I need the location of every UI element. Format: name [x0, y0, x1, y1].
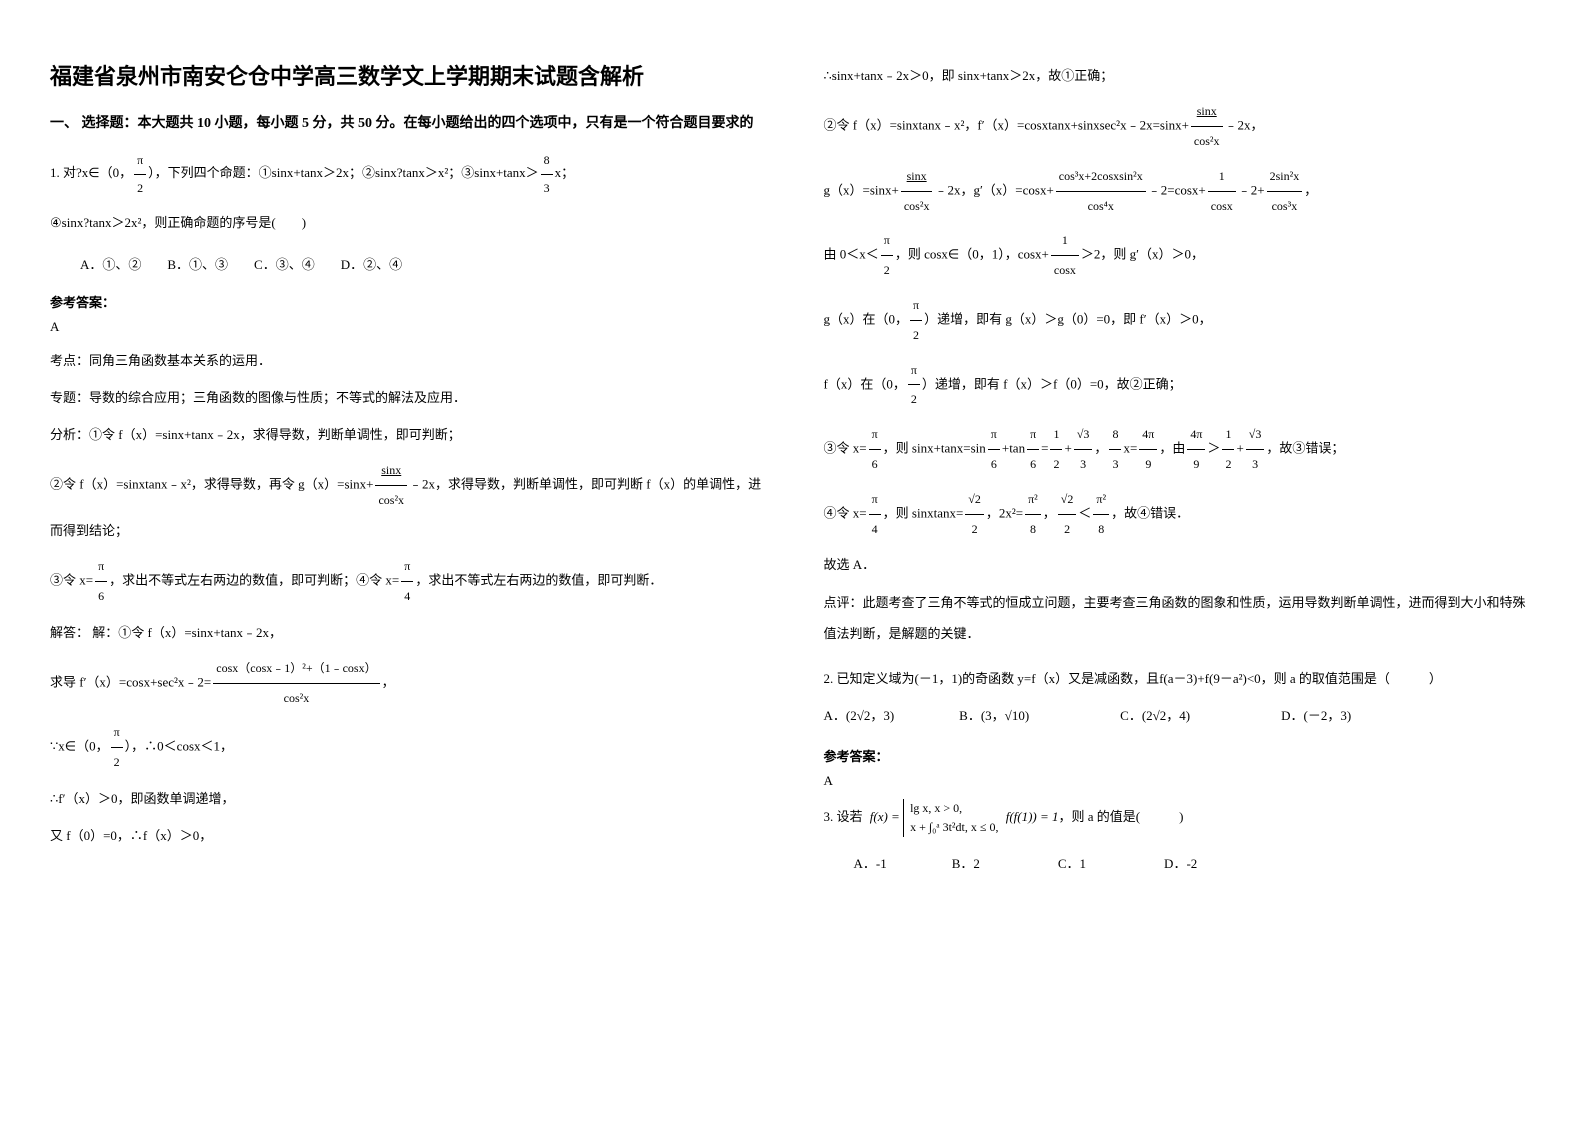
q1-answer: A — [50, 319, 764, 335]
document-title: 福建省泉州市南安仑仓中学高三数学文上学期期末试题含解析 — [50, 60, 764, 93]
c2-line6: f（x）在（0，π2）递增，即有 f（x）＞f（0）=0，故②正确； — [824, 356, 1538, 415]
q1-topic: 专题：导数的综合应用；三角函数的图像与性质；不等式的解法及应用． — [50, 382, 764, 413]
frac-pi-2: π2 — [134, 147, 146, 201]
c2-line2: ②令 f（x）=sinxtanx﹣x²，f′（x）=cosxtanx+sinxs… — [824, 97, 1538, 156]
q2-stem: 2. 已知定义域为(－1，1)的奇函数 y=f（x）又是减函数，且f(a－3)+… — [824, 665, 1538, 694]
q1-step3: ③令 x=π6，求出不等式左右两边的数值，即可判断；④令 x=π4，求出不等式左… — [50, 552, 764, 611]
q1-deriv: 求导 f′（x）=cosx+sec²x﹣2=cosx（cosx﹣1）²+（1﹣c… — [50, 654, 764, 713]
q2-options: A．(2√2，3) B．(3，√10) C．(2√2，4) D．(－2，3) — [824, 702, 1538, 731]
q1-mono: ∴f′（x）＞0，即函数单调递增， — [50, 783, 764, 814]
frac-8-3: 83 — [541, 147, 553, 201]
c2-line4: 由 0＜x＜π2，则 cosx∈（0，1），cosx+1cosx＞2，则 g′（… — [824, 226, 1538, 285]
q1-f0: 又 f（0）=0，∴f（x）＞0， — [50, 820, 764, 851]
section-heading: 一、 选择题：本大题共 10 小题，每小题 5 分，共 50 分。在每小题给出的… — [50, 113, 764, 135]
q3-cond: f(f(1)) = 1 — [1006, 809, 1059, 824]
c2-conclusion: 故选 A． — [824, 549, 1538, 580]
c2-line5: g（x）在（0，π2）递增，即有 g（x）＞g（0）=0，即 f′（x）＞0， — [824, 291, 1538, 350]
c2-line3: g（x）=sinx+sinxcos²x﹣2x，g′（x）=cosx+cos³x+… — [824, 162, 1538, 221]
c2-line1: ∴sinx+tanx﹣2x＞0，即 sinx+tanx＞2x，故①正确； — [824, 60, 1538, 91]
q1-step2: ②令 f（x）=sinxtanx﹣x²，求得导数，再令 g（x）=sinx+si… — [50, 456, 764, 546]
c2-comment: 点评：此题考查了三角不等式的恒成立问题，主要考查三角函数的图象和性质，运用导数判… — [824, 587, 1538, 649]
frac-sinx-cos2x: sinxcos²x — [375, 456, 407, 515]
q1-stem-pre: 1. 对?x∈（0， — [50, 165, 132, 180]
q1-range: ∵x∈（0，π2），∴0＜cosx＜1， — [50, 718, 764, 777]
q1-stem-mid: ），下列四个命题：①sinx+tanx＞2x；②sinx?tanx＞x²；③si… — [148, 165, 539, 180]
c2-line8: ④令 x=π4，则 sinxtanx=√22，2x²=π²8，√22＜π²8，故… — [824, 485, 1538, 544]
q3-stem: 3. 设若 f(x) = lg x, x > 0, x + ∫₀ᵃ 3t²dt,… — [824, 799, 1538, 837]
q1-solve: 解答： 解：①令 f（x）=sinx+tanx﹣2x， — [50, 617, 764, 648]
q1-stem-post: x； — [555, 165, 575, 180]
q1-stem: 1. 对?x∈（0，π2），下列四个命题：①sinx+tanx＞2x；②sinx… — [50, 147, 764, 201]
q1-options: A．①、② B．①、③ C．③、④ D．②、④ — [50, 252, 764, 278]
answer-label: 参考答案： — [50, 292, 764, 311]
q2-answer: A — [824, 773, 1538, 789]
q2-answer-label: 参考答案： — [824, 746, 1538, 765]
right-column: ∴sinx+tanx﹣2x＞0，即 sinx+tanx＞2x，故①正确； ②令 … — [824, 60, 1538, 1062]
q1-analysis: 分析：①令 f（x）=sinx+tanx﹣2x，求得导数，判断单调性，即可判断； — [50, 419, 764, 450]
q1-line2: ④sinx?tanx＞2x²，则正确命题的序号是( ) — [50, 209, 764, 238]
left-column: 福建省泉州市南安仑仓中学高三数学文上学期期末试题含解析 一、 选择题：本大题共 … — [50, 60, 764, 1062]
c2-line7: ③令 x=π6，则 sinx+tanx=sinπ6+tanπ6=12+√33，8… — [824, 420, 1538, 479]
q2-expr: f(a－3)+f(9－a²)<0 — [1159, 671, 1261, 686]
q3-options: A．-1 B．2 C．1 D．-2 — [824, 851, 1538, 877]
q1-point: 考点：同角三角函数基本关系的运用． — [50, 345, 764, 376]
